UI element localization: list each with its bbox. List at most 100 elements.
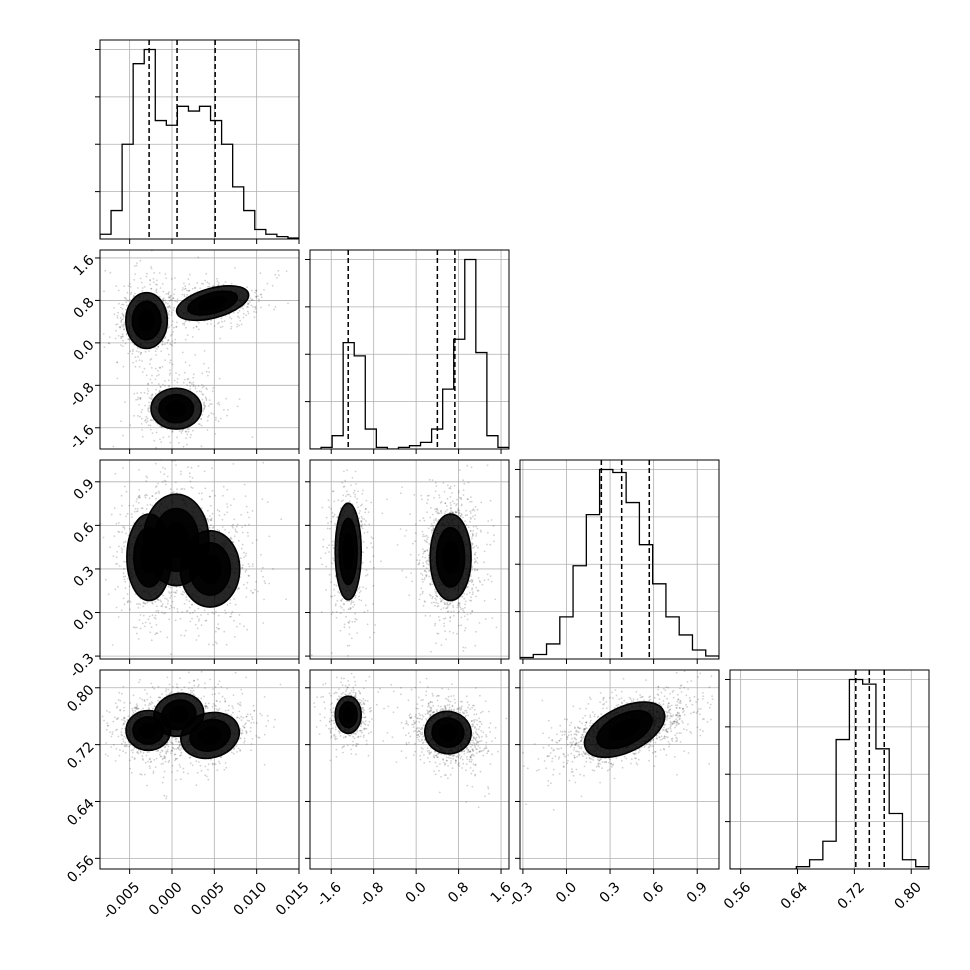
sample-point xyxy=(434,508,437,511)
sample-point xyxy=(180,593,183,595)
sample-point xyxy=(427,563,430,566)
sample-point xyxy=(353,604,356,606)
sample-point xyxy=(143,602,146,605)
sample-point xyxy=(366,531,369,534)
sample-point xyxy=(354,620,356,623)
sample-point xyxy=(124,587,127,590)
sample-point xyxy=(438,494,441,496)
sample-point xyxy=(334,604,337,607)
sample-point xyxy=(463,482,466,485)
sample-point xyxy=(122,339,124,342)
sample-point xyxy=(263,580,266,583)
density-peak xyxy=(172,534,181,546)
sample-point xyxy=(170,278,173,280)
sample-point xyxy=(354,596,357,599)
sample-point xyxy=(233,636,236,638)
sample-point xyxy=(343,609,345,611)
sample-point xyxy=(333,583,336,586)
sample-point xyxy=(339,612,342,614)
sample-point xyxy=(198,328,200,331)
sample-point xyxy=(134,265,136,267)
sample-point xyxy=(253,310,255,313)
hist-panel-3 xyxy=(725,669,930,874)
sample-point xyxy=(188,289,191,292)
sample-point xyxy=(432,583,434,586)
sample-point xyxy=(429,583,432,586)
sample-point xyxy=(349,608,351,610)
sample-point xyxy=(172,331,174,333)
sample-point xyxy=(154,617,157,620)
sample-point xyxy=(277,269,280,272)
sample-point xyxy=(178,374,181,376)
sample-point xyxy=(254,291,256,294)
sample-point xyxy=(216,509,219,512)
sample-point xyxy=(155,632,158,634)
sample-point xyxy=(144,496,147,499)
sample-point xyxy=(237,539,240,542)
sample-point xyxy=(421,498,423,501)
sample-point xyxy=(210,517,213,520)
sample-point xyxy=(363,532,366,534)
sample-point xyxy=(337,591,339,593)
sample-point xyxy=(435,594,437,597)
sample-point xyxy=(189,475,191,478)
sample-point xyxy=(346,490,348,493)
sample-point xyxy=(224,529,226,531)
sample-point xyxy=(423,600,426,602)
sample-point xyxy=(183,322,186,324)
sample-point xyxy=(195,325,198,328)
sample-point xyxy=(122,314,125,317)
sample-point xyxy=(150,639,153,642)
sample-point xyxy=(208,643,210,646)
sample-point xyxy=(164,612,167,614)
sample-point xyxy=(190,382,193,385)
sample-point xyxy=(197,607,200,610)
sample-point xyxy=(122,526,124,528)
sample-point xyxy=(151,601,154,604)
sample-point xyxy=(161,365,164,368)
sample-point xyxy=(331,595,334,598)
sample-point xyxy=(459,606,462,609)
sample-point xyxy=(171,430,174,432)
sample-point xyxy=(417,554,420,556)
sample-point xyxy=(343,603,346,606)
sample-point xyxy=(121,531,124,533)
sample-point xyxy=(125,515,127,518)
sample-point xyxy=(458,602,461,605)
sample-point xyxy=(227,409,229,411)
sample-point xyxy=(187,377,190,380)
sample-point xyxy=(399,528,402,530)
sample-point xyxy=(188,283,191,286)
sample-point xyxy=(192,385,195,388)
sample-point xyxy=(483,579,486,581)
sample-point xyxy=(173,595,176,598)
sample-point xyxy=(472,525,475,528)
sample-point xyxy=(165,301,167,304)
sample-point xyxy=(440,599,443,602)
sample-point xyxy=(222,485,225,488)
sample-point xyxy=(230,538,233,540)
sample-point xyxy=(445,638,447,641)
sample-point xyxy=(433,497,435,499)
sample-point xyxy=(155,491,158,494)
sample-point xyxy=(361,527,364,530)
sample-point xyxy=(466,498,469,501)
sample-point xyxy=(367,511,370,514)
sample-point xyxy=(169,369,171,372)
sample-point xyxy=(119,316,122,319)
sample-point xyxy=(148,396,151,399)
sample-point xyxy=(168,305,171,308)
sample-point xyxy=(356,498,359,500)
sample-point xyxy=(169,359,172,362)
sample-point xyxy=(119,513,122,516)
sample-point xyxy=(418,559,421,562)
sample-point xyxy=(433,660,435,662)
sample-point xyxy=(141,281,143,284)
sample-point xyxy=(458,605,460,607)
sample-point xyxy=(211,512,214,515)
sample-point xyxy=(278,274,280,276)
sample-point xyxy=(238,614,241,616)
sample-point xyxy=(438,496,441,499)
sample-point xyxy=(361,493,364,495)
sample-point xyxy=(139,603,142,606)
